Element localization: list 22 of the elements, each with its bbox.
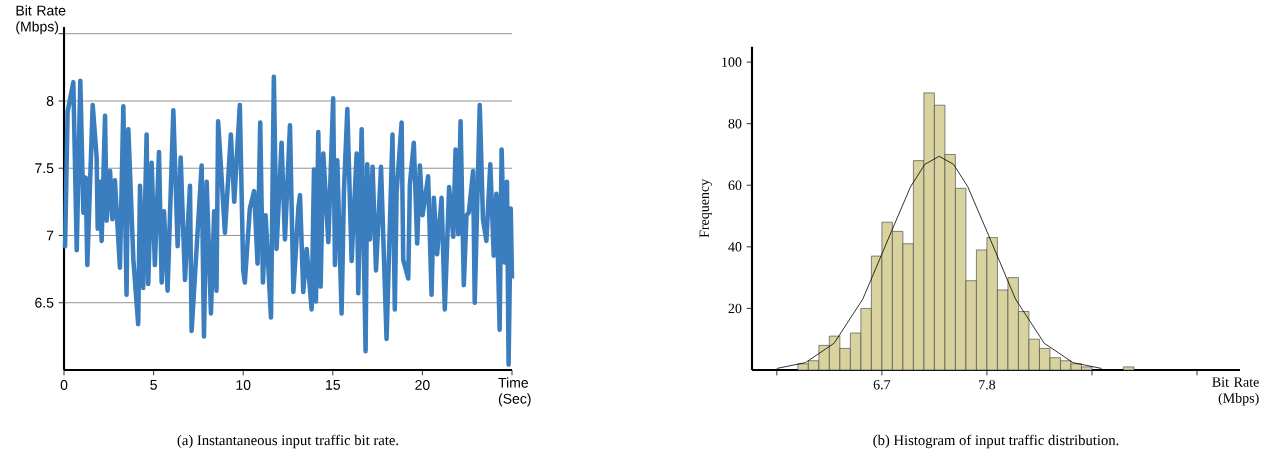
y-tick-label: 20 [728,303,742,314]
x-tick-label: 20 [415,380,430,390]
x-tick-label: 0 [60,380,68,390]
y-tick-label: 7 [46,230,54,241]
x-tick-label: 15 [326,380,340,390]
x-tick-label: 10 [236,380,251,390]
x-axis-title: Time (Sec) [498,377,531,407]
y-tick-label: 6.5 [35,297,54,308]
y-axis-title: Bit Rate (Mbps) [16,5,66,35]
x-tick-label: 7.8 [979,380,996,390]
y-tick-label: 7.5 [35,163,54,174]
text: (b) Histogram of input traffic distribution. [873,434,1119,449]
y-tick-label: 80 [728,118,742,129]
y-axis-title: Frequency [699,178,712,238]
y-tick-label: 60 [728,180,742,190]
text: (a) Instantaneous input traffic bit rate. [177,434,399,449]
y-tick-label: 100 [722,57,742,67]
x-axis-title: Bit Rate (Mbps) [1212,377,1259,406]
x-tick-label: 5 [150,380,157,390]
x-tick-label: 6.7 [873,380,891,390]
y-tick-label: 8 [46,96,54,106]
y-tick-label: 40 [728,242,742,252]
